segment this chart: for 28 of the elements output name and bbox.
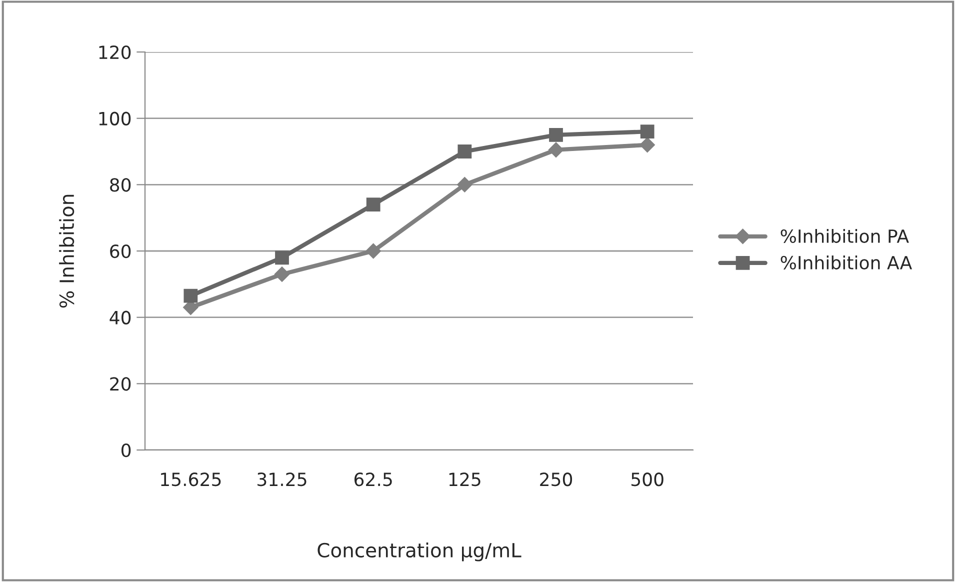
point xyxy=(274,266,290,282)
y-axis-title: % Inhibition xyxy=(59,194,74,308)
y-tick-label: 20 xyxy=(110,377,131,391)
x-tick-label: 125 xyxy=(449,472,480,486)
x-tick-label: 31.25 xyxy=(258,472,306,486)
y-tick-label: 80 xyxy=(110,178,131,192)
x-tick-label: 250 xyxy=(540,472,572,486)
legend-label: %Inhibition AA xyxy=(780,256,912,270)
point xyxy=(275,250,289,265)
y-tick-label: 40 xyxy=(110,310,131,324)
y-tick-label: 100 xyxy=(99,112,131,126)
point xyxy=(549,128,563,142)
point xyxy=(640,137,655,152)
legend-label: %Inhibition PA xyxy=(780,229,909,243)
y-tick-label: 60 xyxy=(110,244,131,258)
x-tick-label: 15.625 xyxy=(161,472,221,486)
y-tick-label: 0 xyxy=(122,443,131,458)
point xyxy=(366,198,380,212)
x-axis-title: Concentration µg/mL xyxy=(318,542,522,562)
x-tick-label: 62.5 xyxy=(354,472,392,486)
point xyxy=(457,177,472,192)
point xyxy=(184,288,198,303)
point xyxy=(548,142,564,158)
point xyxy=(366,243,381,259)
y-tick-label: 120 xyxy=(99,45,131,60)
point xyxy=(640,124,654,139)
point xyxy=(458,144,472,158)
x-tick-label: 500 xyxy=(631,472,664,486)
